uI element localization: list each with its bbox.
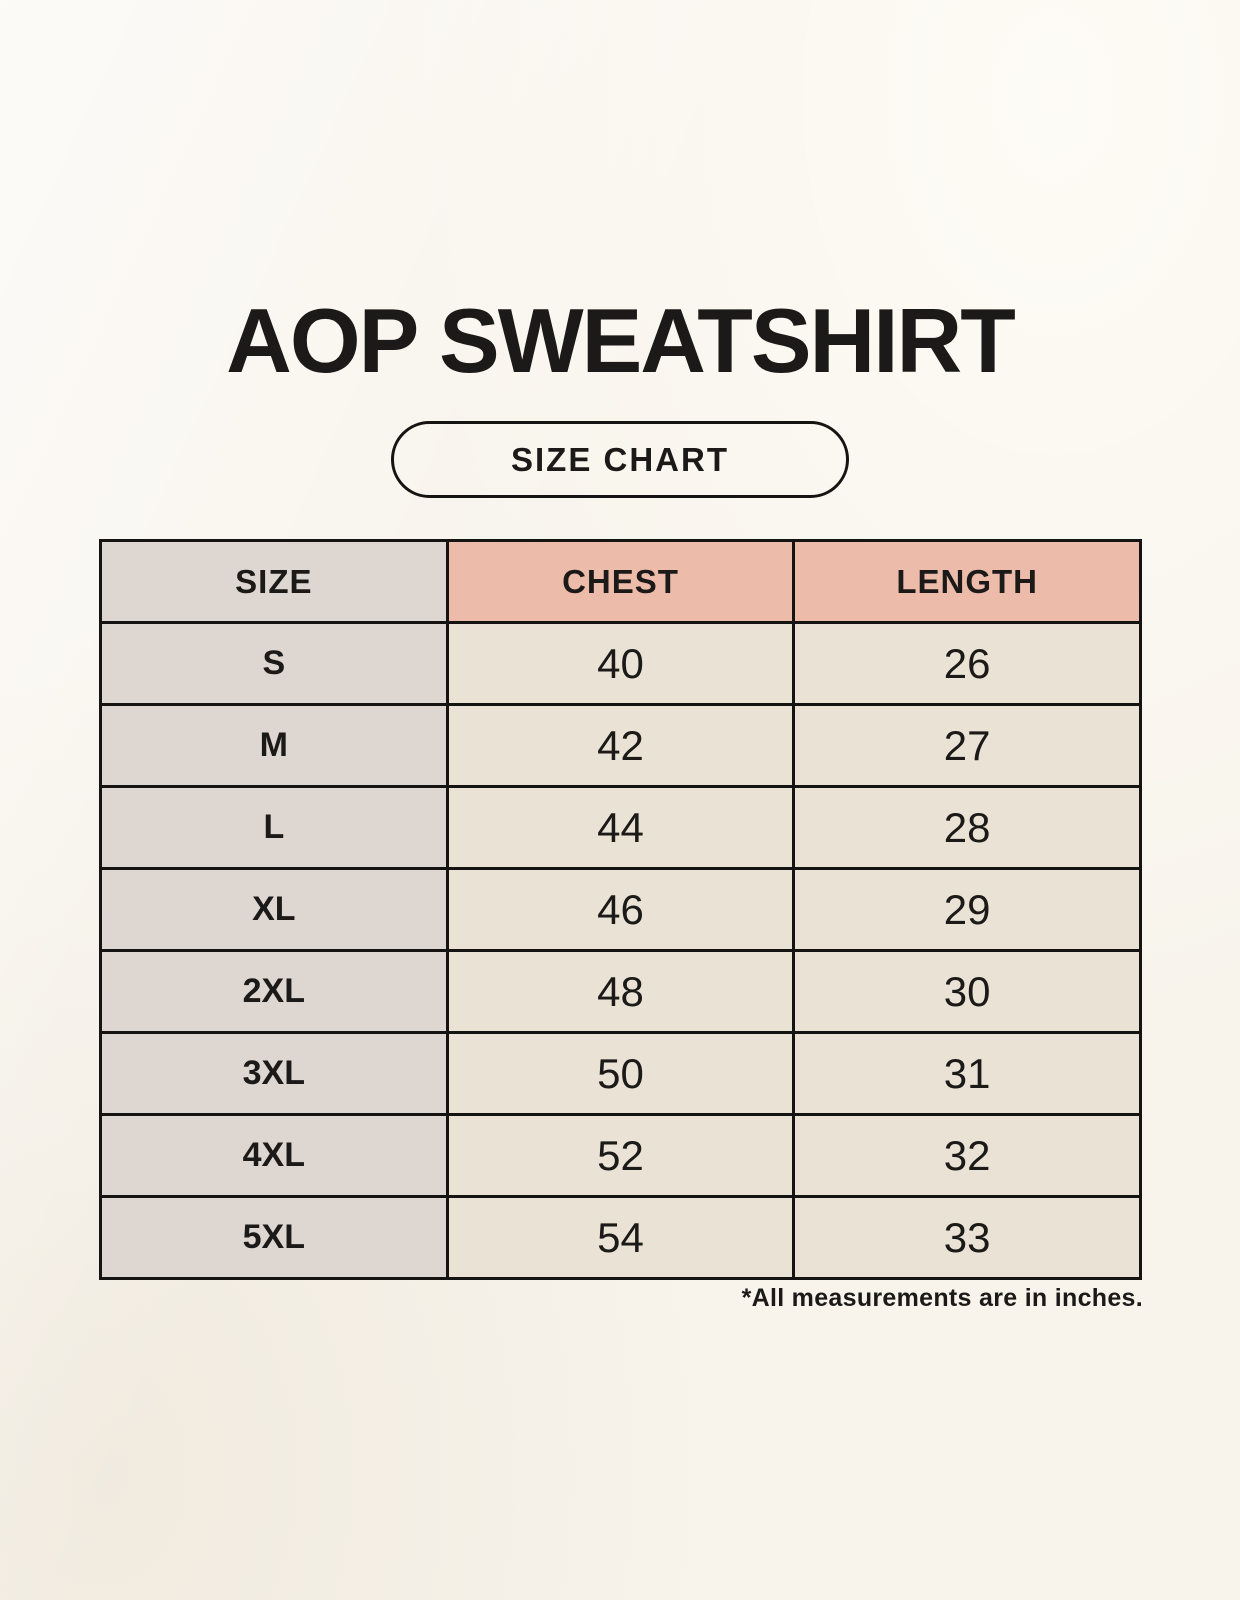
length-cell: 29 xyxy=(792,867,1142,952)
table-row: S 40 26 xyxy=(99,621,1142,706)
length-cell: 26 xyxy=(792,621,1142,706)
size-chart-badge: SIZE CHART xyxy=(391,421,849,498)
length-cell: 27 xyxy=(792,703,1142,788)
chest-cell: 50 xyxy=(445,1031,796,1116)
header-row: SIZE CHEST LENGTH xyxy=(99,539,1142,624)
size-cell: 5XL xyxy=(99,1195,449,1280)
measurements-footnote: *All measurements are in inches. xyxy=(741,1284,1143,1312)
length-cell: 31 xyxy=(792,1031,1142,1116)
table-row: 5XL 54 33 xyxy=(99,1195,1142,1280)
table-row: 2XL 48 30 xyxy=(99,949,1142,1034)
length-cell: 28 xyxy=(792,785,1142,870)
length-cell: 33 xyxy=(792,1195,1142,1280)
table-row: XL 46 29 xyxy=(99,867,1142,952)
size-cell: 2XL xyxy=(99,949,449,1034)
table-row: M 42 27 xyxy=(99,703,1142,788)
size-chart-badge-label: SIZE CHART xyxy=(511,440,729,478)
chest-cell: 52 xyxy=(445,1113,796,1198)
table-row: L 44 28 xyxy=(99,785,1142,870)
column-header-size: SIZE xyxy=(99,539,449,624)
chest-cell: 40 xyxy=(445,621,796,706)
size-cell: 4XL xyxy=(99,1113,449,1198)
chest-cell: 46 xyxy=(445,867,796,952)
table-row: 4XL 52 32 xyxy=(99,1113,1142,1198)
size-cell: L xyxy=(99,785,449,870)
table-row: 3XL 50 31 xyxy=(99,1031,1142,1116)
size-cell: 3XL xyxy=(99,1031,449,1116)
column-header-length: LENGTH xyxy=(792,539,1142,624)
chest-cell: 42 xyxy=(445,703,796,788)
chest-cell: 44 xyxy=(445,785,796,870)
chest-cell: 48 xyxy=(445,949,796,1034)
length-cell: 30 xyxy=(792,949,1142,1034)
column-header-chest: CHEST xyxy=(445,539,796,624)
size-cell: M xyxy=(99,703,449,788)
size-table-header: SIZE CHEST LENGTH xyxy=(99,539,1142,624)
size-cell: S xyxy=(99,621,449,706)
size-cell: XL xyxy=(99,867,449,952)
size-table-body: S 40 26 M 42 27 L 44 28 XL 46 29 2XL 48 … xyxy=(99,621,1142,1280)
chest-cell: 54 xyxy=(445,1195,796,1280)
size-table: SIZE CHEST LENGTH S 40 26 M 42 27 L 44 2… xyxy=(99,539,1142,1280)
page-title: AOP SWEATSHIRT xyxy=(226,291,1016,392)
length-cell: 32 xyxy=(792,1113,1142,1198)
